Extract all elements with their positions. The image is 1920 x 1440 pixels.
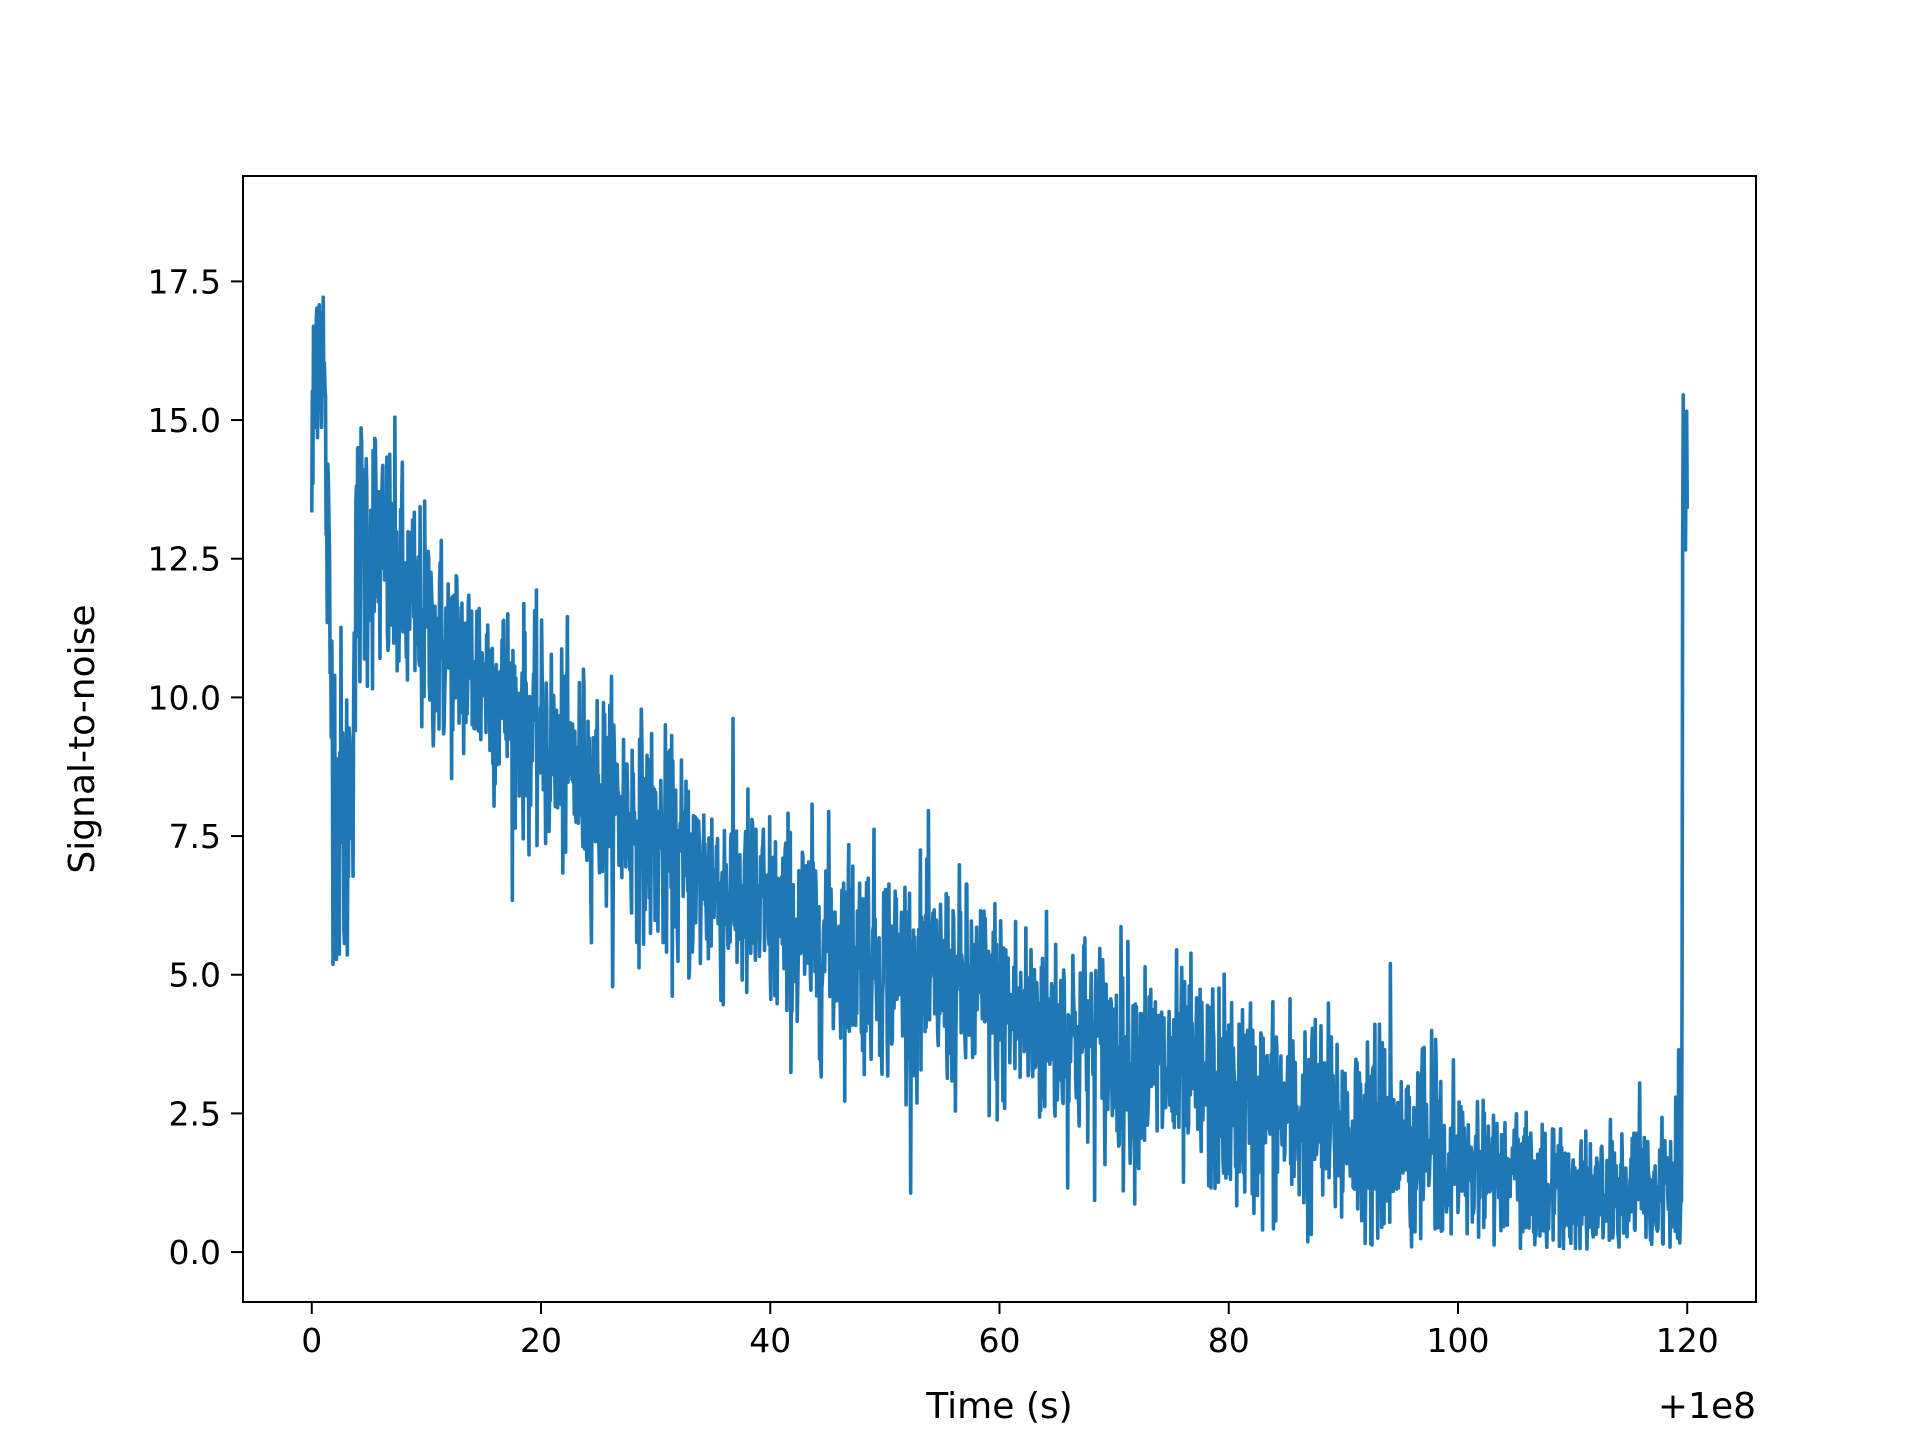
x-axis-offset-label: +1e8 bbox=[1658, 1386, 1756, 1427]
x-tick-label: 40 bbox=[749, 1321, 791, 1360]
y-tick-label: 2.5 bbox=[169, 1094, 221, 1133]
y-tick-label: 15.0 bbox=[148, 401, 221, 440]
x-tick-label: 0 bbox=[301, 1321, 322, 1360]
x-tick-label: 60 bbox=[979, 1321, 1021, 1360]
y-tick-label: 0.0 bbox=[169, 1233, 221, 1272]
x-tick-label: 20 bbox=[520, 1321, 562, 1360]
plot-area bbox=[309, 295, 1690, 1251]
x-axis-label: Time (s) bbox=[925, 1386, 1072, 1427]
y-tick-label: 10.0 bbox=[148, 678, 221, 717]
y-tick-label: 17.5 bbox=[148, 262, 221, 301]
x-tick-label: 100 bbox=[1426, 1321, 1489, 1360]
y-tick-label: 7.5 bbox=[169, 817, 221, 856]
y-axis-label: Signal-to-noise bbox=[62, 604, 103, 873]
x-tick-label: 80 bbox=[1208, 1321, 1250, 1360]
axes: 0 20 40 60 80 100 120 0.0 2.5 5.0 7.5 10.0 12.5 15.0 1… bbox=[148, 175, 1757, 1360]
x-tick-label: 120 bbox=[1656, 1321, 1719, 1360]
y-tick-label: 12.5 bbox=[148, 540, 221, 579]
y-tick-label: 5.0 bbox=[169, 956, 221, 995]
series-line bbox=[309, 295, 1690, 1251]
